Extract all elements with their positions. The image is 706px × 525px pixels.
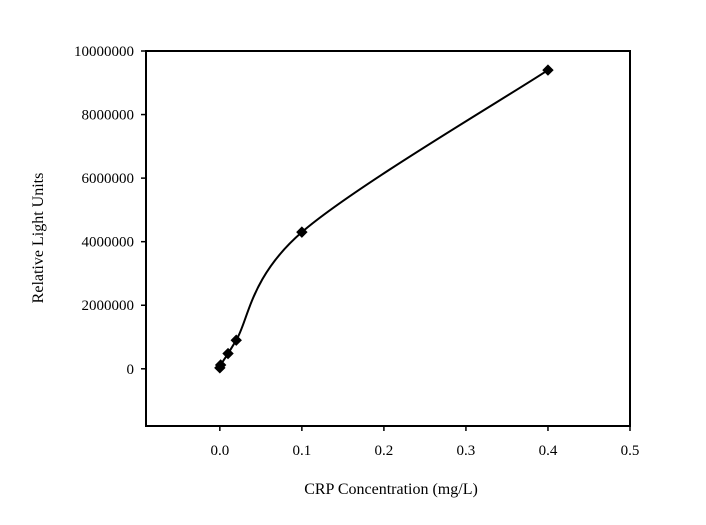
- x-tick-label: 0.4: [539, 443, 558, 459]
- y-axis-title: Relative Light Units: [30, 173, 47, 304]
- x-axis-title: CRP Concentration (mg/L): [304, 481, 478, 498]
- data-point-marker: [214, 359, 227, 371]
- x-axis-ticks: 0.0 0.1 0.2 0.3 0.4 0.5: [210, 426, 639, 459]
- y-axis-ticks: 0 2000000 4000000 6000000 8000000 10000000: [74, 44, 146, 378]
- y-tick-label: 6000000: [82, 171, 135, 187]
- data-point-marker: [230, 334, 242, 346]
- y-tick-label: 2000000: [82, 298, 135, 314]
- x-tick-label: 0.2: [375, 443, 394, 459]
- x-tick-label: 0.5: [621, 443, 640, 459]
- data-point-marker: [222, 347, 234, 360]
- x-tick-label: 0.1: [292, 443, 311, 459]
- data-point-marker: [296, 226, 308, 238]
- x-tick-label: 0.0: [210, 443, 229, 459]
- x-tick-label: 0.3: [457, 443, 476, 459]
- data-point-marker: [542, 64, 554, 76]
- y-tick-label: 4000000: [82, 235, 135, 251]
- series-markers: [214, 64, 554, 374]
- y-tick-label: 10000000: [74, 44, 134, 60]
- plot-frame: [145, 50, 631, 427]
- y-tick-label: 0: [127, 362, 135, 378]
- y-tick-label: 8000000: [82, 108, 135, 124]
